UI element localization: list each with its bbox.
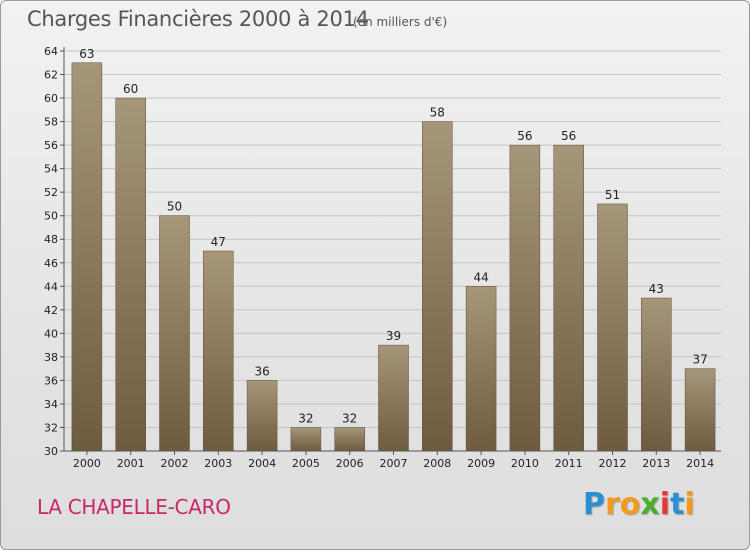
x-tick-label: 2006 <box>336 457 364 470</box>
logo-letter: o <box>619 487 641 522</box>
data-label: 43 <box>649 282 664 296</box>
town-name: LA CHAPELLE-CARO <box>37 495 231 519</box>
bar <box>71 62 103 452</box>
x-tick-label: 2010 <box>511 457 539 470</box>
bar <box>378 344 409 452</box>
y-tick-label: 52 <box>44 186 58 199</box>
bar <box>203 250 234 452</box>
bar <box>422 121 453 452</box>
x-tick-label: 2008 <box>423 457 451 470</box>
bar <box>465 286 497 452</box>
data-label: 32 <box>298 411 313 425</box>
y-axis: 30 32 34 36 38 40 42 44 46 48 50 52 54 56 58 60 62 64 <box>44 45 65 458</box>
data-label: 56 <box>517 129 532 143</box>
x-tick-label: 2014 <box>686 457 714 470</box>
bar <box>115 97 146 452</box>
data-label: 60 <box>123 82 138 96</box>
data-label: 37 <box>692 353 707 367</box>
bar <box>246 380 278 452</box>
x-tick-label: 2012 <box>599 457 627 470</box>
y-tick-label: 50 <box>44 210 58 223</box>
bar <box>509 144 541 452</box>
chart-title: Charges Financières 2000 à 2014 <box>27 7 369 31</box>
x-tick-label: 2003 <box>204 457 232 470</box>
data-label: 39 <box>386 329 401 343</box>
x-tick-label: 2002 <box>161 457 189 470</box>
y-tick-label: 62 <box>44 69 58 82</box>
x-tick-label: 2005 <box>292 457 320 470</box>
x-tick-label: 2013 <box>642 457 670 470</box>
data-label: 58 <box>430 106 445 120</box>
x-tick-label: 2000 <box>73 457 101 470</box>
chart-subtitle: (en milliers d'€) <box>353 15 448 29</box>
logo-letter: x <box>640 487 660 522</box>
data-label: 51 <box>605 188 620 202</box>
y-tick-label: 34 <box>44 398 58 411</box>
logo-letter: P <box>583 487 605 522</box>
y-tick-label: 46 <box>44 257 58 270</box>
y-tick-label: 58 <box>44 116 58 129</box>
y-tick-label: 30 <box>44 445 58 458</box>
data-label: 56 <box>561 129 576 143</box>
y-tick-label: 60 <box>44 92 58 105</box>
bar <box>290 427 322 452</box>
y-tick-label: 56 <box>44 139 58 152</box>
bars: 63 60 50 47 36 32 32 39 58 44 56 56 51 43 37 <box>71 47 716 452</box>
y-tick-label: 54 <box>44 163 58 176</box>
data-label: 47 <box>211 235 226 249</box>
y-tick-label: 48 <box>44 233 58 246</box>
bar <box>334 427 365 452</box>
y-tick-label: 42 <box>44 304 58 317</box>
bar <box>159 215 190 452</box>
data-label: 36 <box>254 364 269 378</box>
x-tick-label: 2007 <box>380 457 408 470</box>
x-axis: 2000 2001 2002 2003 2004 2005 2006 2007 2008 2009… <box>64 450 721 470</box>
logo-letter: t <box>670 487 685 522</box>
x-tick-label: 2004 <box>248 457 276 470</box>
logo-letter: i <box>659 487 671 522</box>
y-tick-label: 64 <box>44 45 58 58</box>
x-tick-label: 2009 <box>467 457 495 470</box>
bar <box>597 203 628 452</box>
bar <box>684 368 716 452</box>
y-tick-label: 38 <box>44 351 58 364</box>
x-tick-label: 2011 <box>555 457 583 470</box>
y-tick-label: 44 <box>44 280 58 293</box>
logo-letter: r <box>605 487 620 522</box>
data-label: 63 <box>79 47 94 61</box>
data-label: 32 <box>342 411 357 425</box>
data-label: 44 <box>473 270 488 284</box>
logo-letter: i <box>684 487 695 522</box>
x-tick-label: 2001 <box>117 457 145 470</box>
bar <box>641 297 672 452</box>
y-tick-label: 40 <box>44 327 58 340</box>
data-label: 50 <box>167 200 182 214</box>
y-tick-label: 32 <box>44 421 58 434</box>
y-tick-label: 36 <box>44 374 58 387</box>
proxiti-logo: Proxiti <box>583 487 695 522</box>
bar <box>553 144 584 452</box>
